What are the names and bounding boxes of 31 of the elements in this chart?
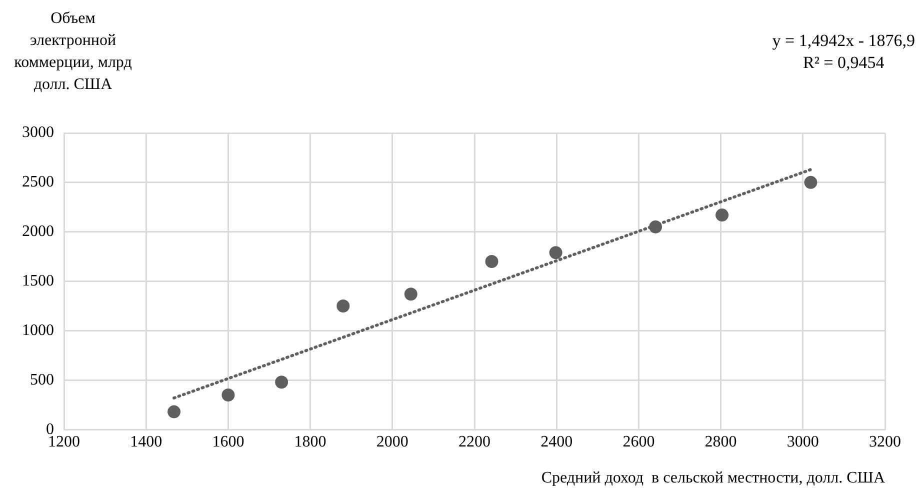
x-tick-label: 1600 (212, 433, 244, 450)
text: y = 1,4942x - 1876,9 (772, 30, 915, 52)
x-tick-label: 1400 (130, 433, 162, 450)
y-axis-title: Объем электронной коммерции, млрд долл. США (13, 9, 133, 95)
x-tick-label: 2400 (540, 433, 573, 450)
text: R² = 0,9454 (802, 52, 886, 74)
y-tick-label: 2000 (22, 223, 54, 240)
point (649, 220, 662, 234)
point (336, 300, 350, 313)
y-tick-label: 1000 (22, 322, 54, 339)
y-tick-label: 500 (30, 371, 54, 388)
point (549, 246, 562, 260)
point (168, 405, 181, 418)
point (804, 176, 818, 189)
point (222, 388, 235, 402)
x-tick-label: 2800 (704, 433, 737, 450)
x-tick-label: 1200 (48, 433, 80, 450)
y-tick-label: 3000 (22, 124, 54, 142)
point (275, 376, 288, 389)
point (485, 255, 498, 268)
x-tick-label: 3200 (869, 433, 901, 450)
point (716, 208, 729, 222)
y-tick-label: 1500 (22, 272, 54, 290)
x-tick-label: 3000 (786, 433, 819, 450)
x-tick-label: 2600 (622, 433, 655, 450)
point (404, 288, 418, 301)
x-tick-label: 1800 (294, 433, 326, 450)
y-tick-label: 2500 (22, 174, 54, 191)
x-axis-title: Средний доход в сельской местности, долл. США (541, 470, 886, 487)
x-tick-label: 2200 (458, 433, 490, 450)
x-tick-label: 2000 (376, 433, 408, 450)
